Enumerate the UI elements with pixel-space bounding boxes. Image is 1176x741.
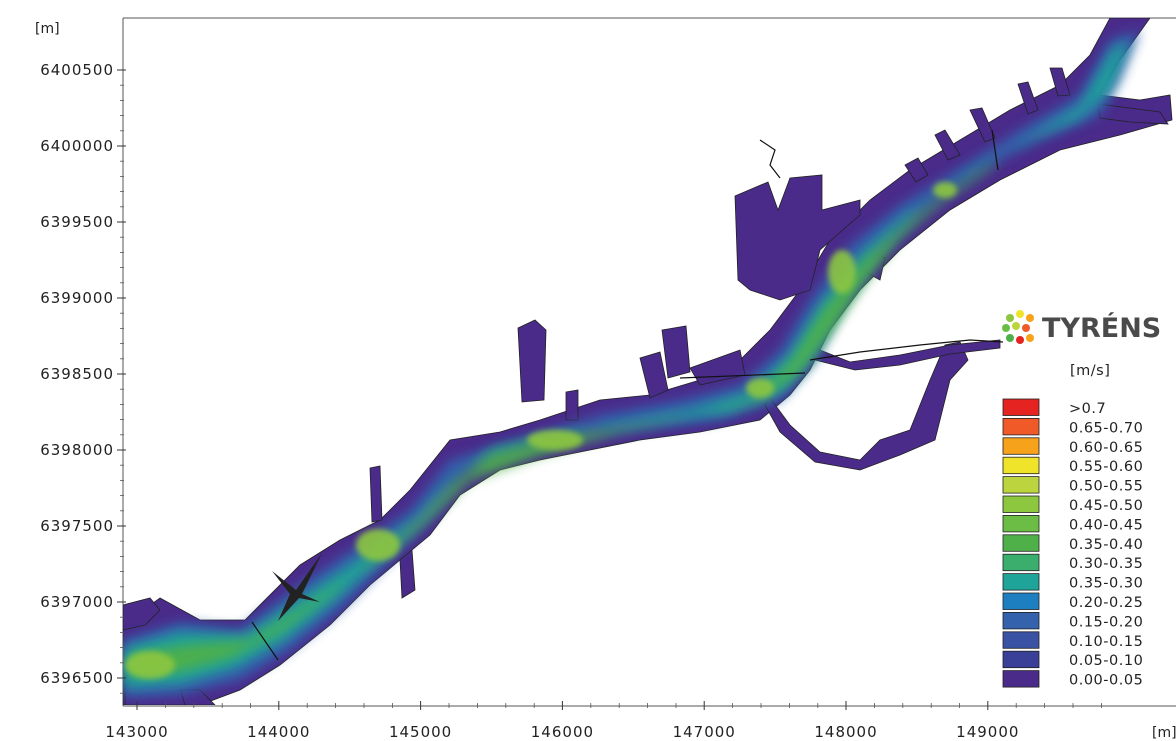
section-lines: [251, 129, 1004, 661]
legend-label: 0.05-0.10: [1069, 653, 1143, 669]
legend-swatch: [1002, 437, 1040, 455]
legend-label: 0.20-0.25: [1069, 595, 1143, 611]
x-axis-unit: [m]: [1152, 725, 1176, 741]
x-tick-label: 143000: [105, 723, 168, 741]
y-tick-label: 6399500: [40, 213, 114, 231]
legend-label: 0.10-0.15: [1069, 634, 1143, 650]
river-area: [123, 18, 1173, 705]
velocity-band-peak: [125, 182, 957, 679]
legend-label: 0.45-0.50: [1069, 498, 1143, 514]
legend-swatch: [1002, 592, 1040, 610]
y-tick-label: 6400000: [40, 137, 114, 155]
x-tick-label: 144000: [247, 723, 310, 741]
y-axis: [m] 6400500 6400000 6399500 6399000 6398500 6…: [35, 21, 126, 694]
x-tick-label: 146000: [531, 723, 594, 741]
legend-swatch: [1002, 612, 1040, 630]
legend-swatch: [1002, 495, 1040, 513]
legend-swatch: [1002, 650, 1040, 669]
legend-swatch: [1002, 670, 1040, 688]
x-tick-label: 149000: [956, 723, 1019, 741]
y-tick-label: 6399000: [40, 289, 114, 307]
legend-label: 0.15-0.20: [1069, 614, 1143, 630]
y-axis-unit: [m]: [35, 21, 60, 37]
brand-name: TYRÉNS: [1042, 312, 1161, 344]
y-tick-label: 6397000: [40, 593, 114, 611]
legend-label: 0.40-0.45: [1069, 517, 1143, 533]
legend-swatch: [1002, 476, 1040, 494]
legend-swatch: [1002, 631, 1040, 649]
legend-label: 0.50-0.55: [1069, 479, 1143, 495]
y-tick-label: 6398000: [40, 441, 114, 459]
x-tick-label: 148000: [814, 723, 877, 741]
legend-title: [m/s]: [1070, 363, 1110, 379]
legend-label: 0.35-0.30: [1069, 576, 1143, 592]
legend-label: 0.60-0.65: [1069, 440, 1143, 456]
y-tick-label: 6400500: [40, 61, 114, 79]
y-tick-label: 6398500: [40, 365, 114, 383]
x-tick-label: 147000: [673, 723, 736, 741]
legend-label: 0.00-0.05: [1069, 673, 1143, 689]
y-tick-label: 6396500: [40, 669, 114, 687]
legend-swatch: [1002, 573, 1040, 591]
brand-logo: TYRÉNS: [1002, 310, 1161, 344]
x-axis: 143000 144000 145000 146000 147000 148000 1490…: [105, 701, 1176, 741]
legend: [m/s] >0.7 0.65-0.70 0.60-0.65 0.55-0.60 0.5…: [1002, 363, 1143, 689]
legend-label: >0.7: [1069, 401, 1106, 417]
tyrens-logo-icon: [1002, 310, 1034, 344]
x-tick-label: 145000: [389, 723, 452, 741]
legend-swatch: [1002, 456, 1040, 475]
legend-label: 0.65-0.70: [1069, 420, 1143, 436]
legend-swatch: [1002, 417, 1040, 436]
plot-frame: [122, 17, 1176, 707]
legend-swatch: [1002, 534, 1040, 552]
legend-label: 0.30-0.35: [1069, 556, 1143, 572]
legend-swatch: [1002, 515, 1040, 533]
legend-swatch: [1002, 398, 1040, 416]
velocity-band-medium: [123, 30, 1140, 698]
legend-label: 0.35-0.40: [1069, 537, 1143, 553]
legend-label: 0.55-0.60: [1069, 459, 1143, 475]
legend-swatch: [1002, 553, 1040, 572]
y-tick-label: 6397500: [40, 517, 114, 535]
